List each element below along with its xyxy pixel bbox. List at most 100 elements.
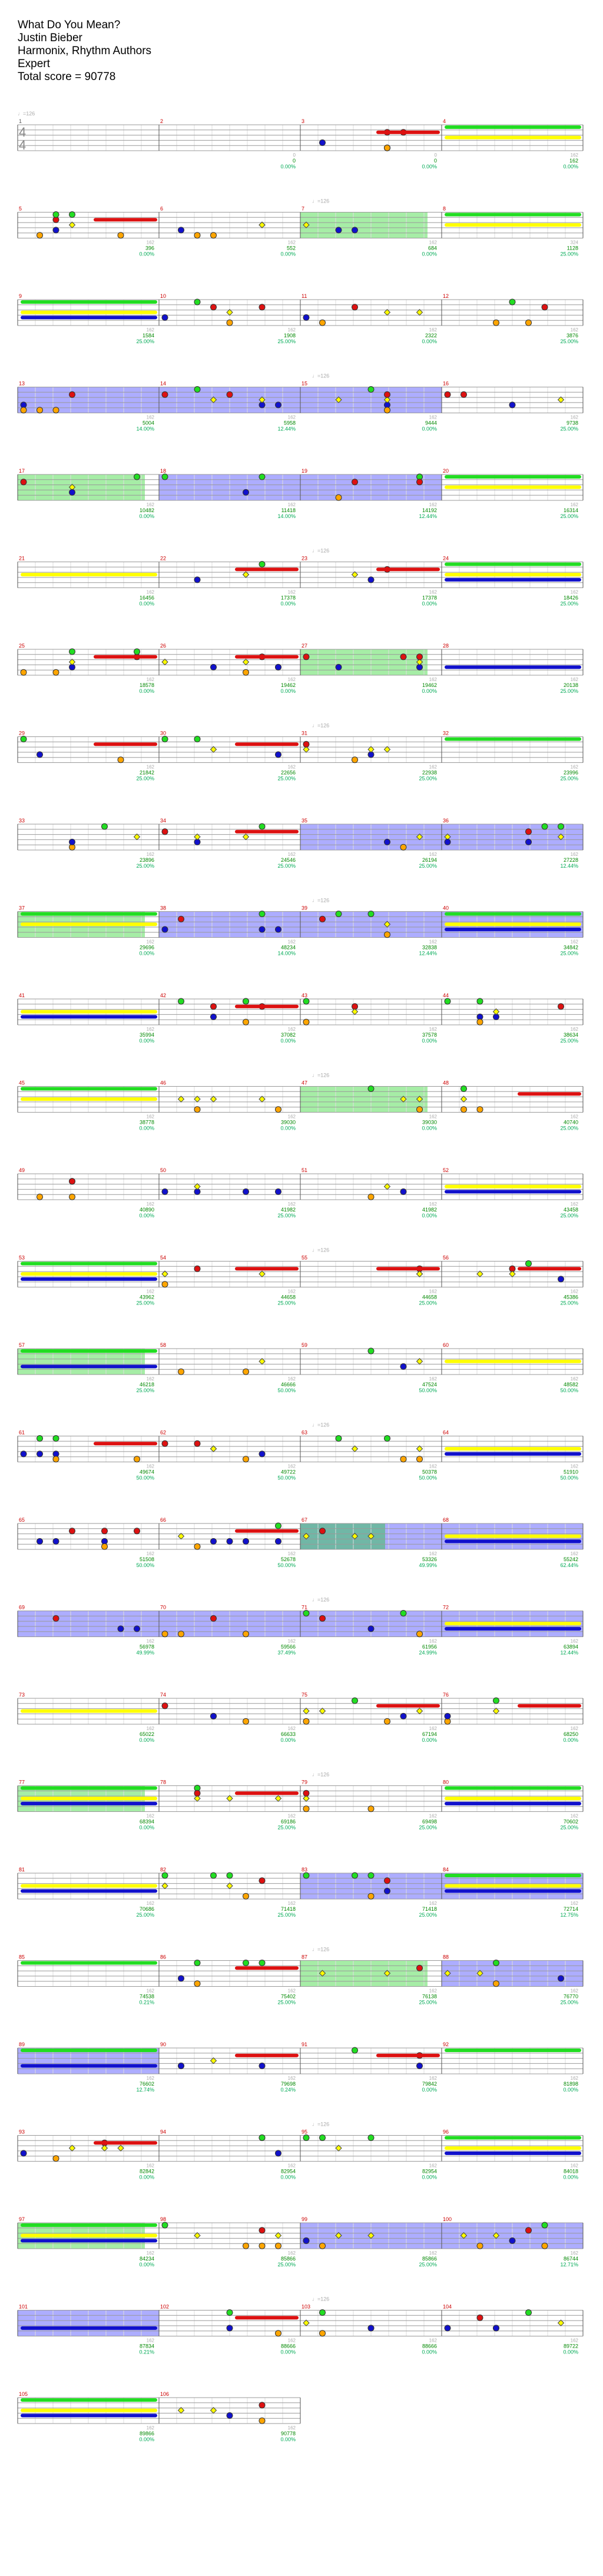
measure-number: 42 (160, 992, 166, 998)
measure-number: 68 (443, 1517, 449, 1523)
measure-percent: 14.00% (277, 513, 296, 519)
measure-number: 49 (19, 1167, 25, 1173)
measure-percent: 0.00% (139, 1737, 154, 1743)
measure-percent: 25.00% (277, 338, 296, 344)
note (351, 1532, 359, 1540)
measure-score: 0 (434, 158, 437, 164)
measure-percent: 25.00% (560, 426, 578, 432)
note (367, 911, 375, 917)
note (416, 1445, 423, 1452)
measure-tick-count: 162 (429, 940, 438, 945)
note (210, 746, 217, 753)
measure-score: 37082 (281, 1032, 296, 1038)
overdrive-section (300, 212, 428, 238)
measure-number: 100 (443, 2216, 452, 2222)
measure-score: 41982 (422, 1207, 437, 1213)
measure-percent: 25.00% (419, 2000, 437, 2006)
note (303, 2135, 310, 2141)
note (416, 1964, 423, 1971)
measure-tick-count: 162 (429, 415, 438, 420)
note (476, 998, 483, 1005)
note (194, 1183, 201, 1190)
measure-score: 48234 (281, 945, 296, 951)
measure-tick-count: 162 (288, 1464, 296, 1469)
measure-score: 39030 (281, 1120, 296, 1126)
measure-percent: 50.00% (560, 1475, 578, 1481)
note (37, 1538, 43, 1545)
overdrive-section (300, 649, 428, 675)
measure-tick-count: 162 (571, 152, 579, 158)
measure-score: 66633 (281, 1731, 296, 1737)
measure-number: 70 (160, 1605, 166, 1611)
note (210, 2057, 217, 2064)
note (177, 1532, 185, 1540)
measure-percent: 0.00% (280, 251, 296, 257)
note (416, 479, 423, 486)
note (525, 1260, 532, 1267)
measure-tick-count: 162 (147, 1989, 155, 1994)
note (259, 1270, 266, 1277)
note (352, 227, 358, 234)
chart-row: 891627660212.74%90162796980.24%911627984… (17, 2041, 584, 2093)
measure-percent: 0.00% (422, 251, 437, 257)
note (134, 473, 140, 480)
measure-number: 73 (19, 1692, 25, 1698)
measure-percent: 0.00% (422, 338, 437, 344)
measure-score: 76138 (422, 1994, 437, 2000)
measure-tick-count: 162 (147, 2250, 155, 2256)
note (557, 2319, 565, 2326)
measure-number: 60 (443, 1342, 449, 1348)
measure-tick-count: 162 (571, 590, 579, 595)
note (525, 319, 532, 326)
measure-percent: 25.00% (560, 1213, 578, 1219)
measure-number: 12 (443, 293, 449, 299)
tempo-marker: ♩=126 (312, 198, 329, 204)
measure-percent: 12.44% (277, 426, 296, 432)
measure-tick-count: 162 (429, 2250, 438, 2256)
measure-score: 72714 (564, 1906, 578, 1912)
note (52, 1615, 59, 1622)
measure-score: 71418 (422, 1906, 437, 1912)
measure-number: 40 (443, 905, 449, 911)
measure-tick-count: 0 (293, 152, 296, 158)
measure-percent: 0.00% (139, 251, 154, 257)
measure-score: 46218 (140, 1382, 154, 1387)
note (194, 1265, 201, 1272)
measure-score: 3876 (566, 333, 578, 338)
measure-score: 39030 (422, 1120, 437, 1126)
note (194, 1106, 201, 1113)
measure-tick-count: 162 (288, 1814, 296, 1819)
measure-score: 19462 (281, 682, 296, 688)
note (541, 2242, 548, 2249)
measure-number: 5 (19, 206, 22, 212)
note (133, 833, 141, 841)
measure-score: 0 (293, 158, 296, 164)
measure-score: 16456 (140, 595, 154, 601)
measure-percent: 0.00% (139, 513, 154, 519)
measure-score: 56978 (140, 1644, 154, 1650)
note (416, 1096, 423, 1103)
measure-score: 10482 (140, 507, 154, 513)
note (226, 1538, 233, 1545)
note (303, 1718, 310, 1725)
measure-percent: 37.49% (277, 1650, 296, 1656)
note (444, 1712, 451, 1719)
note (194, 1440, 201, 1447)
note (367, 1085, 375, 1092)
note (335, 911, 342, 917)
note (37, 1450, 43, 1458)
note (259, 911, 266, 917)
measure-number: 71 (302, 1605, 307, 1611)
measure-number: 54 (160, 1255, 166, 1261)
measure-percent: 25.00% (560, 251, 578, 257)
